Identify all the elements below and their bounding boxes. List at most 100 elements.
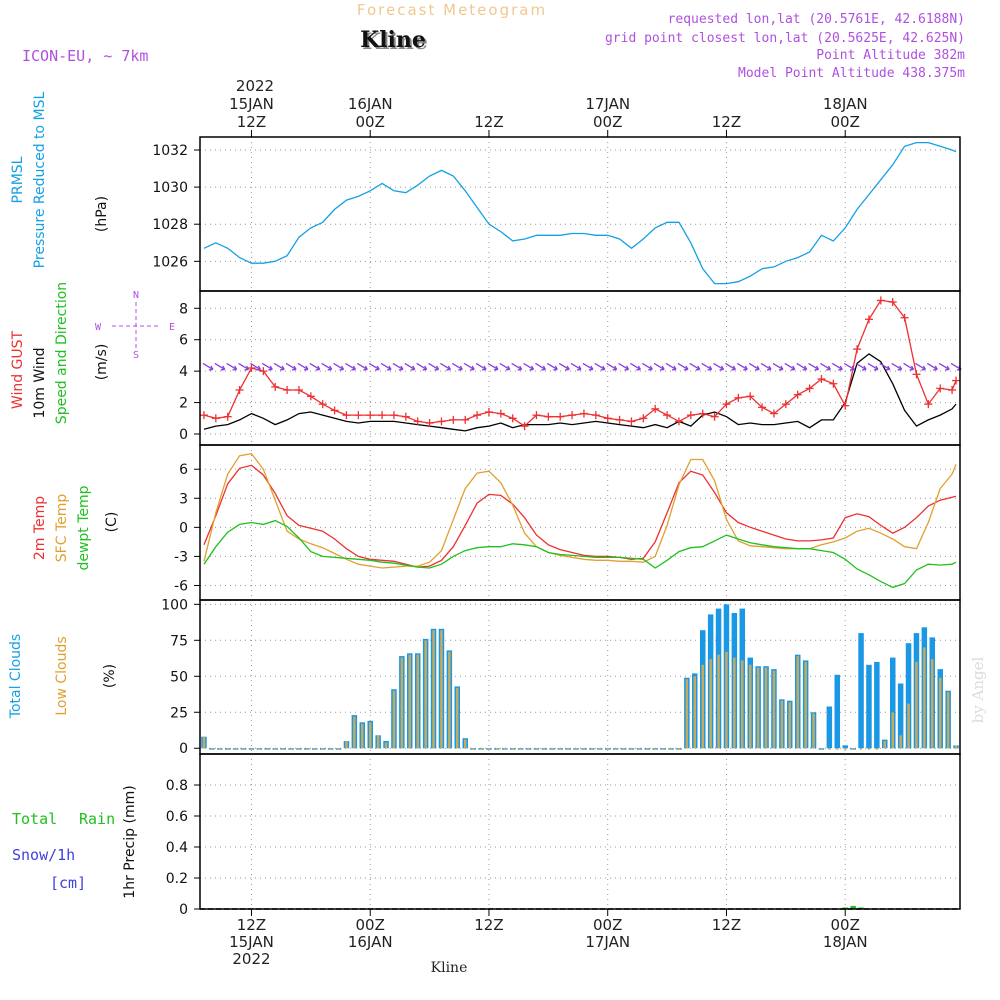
- wind-arrow-head: [447, 365, 451, 370]
- wind-direction-arrow: [903, 362, 915, 371]
- clouds-bar: [210, 748, 214, 750]
- clouds-bar: [693, 676, 696, 749]
- clouds-bar: [337, 748, 340, 750]
- wind-arrow-shaft: [938, 362, 950, 370]
- precip-snow-label: Snow/1h: [12, 846, 75, 864]
- wind-label: Speed and Direction: [54, 282, 70, 424]
- wind-direction-arrow: [499, 362, 511, 371]
- wind-arrow-shaft: [713, 362, 724, 370]
- wind-arrow-head: [388, 365, 392, 370]
- clouds-ytick-label: 100: [161, 597, 188, 613]
- clouds-bar: [946, 692, 950, 749]
- wind-arrow-shaft: [926, 362, 938, 370]
- wind-direction-arrow: [653, 362, 665, 371]
- clouds-bar: [875, 748, 879, 750]
- wind-arrow-shaft: [725, 362, 736, 370]
- wind-arrow-head: [376, 365, 380, 370]
- bottom-tick-label: 00Z: [593, 916, 622, 934]
- wind-arrow-head: [530, 365, 535, 370]
- wind-arrow-head: [910, 365, 915, 370]
- wind-arrow-shaft: [261, 362, 273, 370]
- clouds-bar: [487, 748, 491, 750]
- clouds-bar: [559, 748, 562, 750]
- location-title-main: Kline: [360, 27, 426, 53]
- wind-direction-arrow: [713, 362, 725, 371]
- bottom-tick-label: 12Z: [474, 916, 503, 934]
- clouds-bar: [844, 748, 847, 750]
- wind-arrow-head: [281, 365, 285, 370]
- clouds-bar: [471, 748, 475, 750]
- grid-point: grid point closest lon,lat (20.5625E, 42…: [605, 31, 965, 46]
- clouds-bar: [851, 748, 855, 750]
- clouds-bar: [440, 630, 443, 749]
- panels-group: 1026 1028 1030 1032 PRMSL Pressure Reduced to…: [8, 91, 962, 918]
- clouds-bar: [218, 748, 221, 750]
- wind-arrow-head: [946, 365, 950, 370]
- pressure-unit: (hPa): [94, 196, 110, 232]
- temperature-ytick-label: -3: [174, 549, 188, 565]
- clouds-bar: [527, 748, 530, 750]
- wind-arrow-shaft: [368, 362, 380, 370]
- wind-arrow-head: [614, 365, 618, 370]
- wind-direction-arrow: [428, 362, 440, 371]
- wind-arrow-head: [602, 365, 606, 370]
- clouds-unit: (%): [102, 664, 118, 688]
- wind-arrow-shaft: [570, 362, 582, 370]
- bottom-tick-label: 00Z: [356, 916, 385, 934]
- clouds-bar: [551, 748, 554, 750]
- clouds-bar: [701, 664, 704, 749]
- wind-arrow-head: [424, 365, 428, 370]
- clouds-bar: [574, 748, 578, 750]
- wind-arrow-head: [317, 365, 321, 370]
- clouds-bar: [622, 748, 625, 750]
- clouds-bar: [923, 647, 926, 749]
- clouds-bar: [867, 748, 871, 750]
- wind-arrow-shaft: [451, 362, 463, 370]
- wind-arrow-head: [234, 365, 238, 370]
- pressure-label: PRMSL: [10, 156, 26, 203]
- clouds-bar: [931, 659, 934, 749]
- clouds-bar: [281, 748, 285, 750]
- wind-arrow-head: [554, 365, 558, 370]
- wind-direction-arrow: [546, 362, 558, 371]
- clouds-bar: [384, 742, 388, 749]
- clouds-bar: [503, 748, 506, 750]
- temperature-line-2m-temp: [203, 464, 957, 568]
- pressure-frame: [199, 136, 961, 292]
- wind-arrow-shaft: [606, 362, 618, 370]
- wind-arrow-shaft: [285, 362, 297, 370]
- wind-direction-arrow: [416, 362, 428, 371]
- wind-direction-arrow: [641, 362, 653, 371]
- watermark: by Angel: [969, 656, 987, 723]
- wind-arrow-head: [804, 365, 808, 370]
- clouds-bar: [826, 706, 833, 749]
- precip-ytick-label: 0: [179, 902, 188, 918]
- wind-direction-arrow: [368, 362, 380, 371]
- wind-arrow-shaft: [404, 362, 416, 370]
- clouds-bar: [266, 748, 269, 750]
- clouds-bar: [226, 748, 229, 750]
- clouds-bar: [915, 661, 918, 749]
- wind-arrow-shaft: [784, 362, 796, 370]
- wind-arrow-shaft: [677, 362, 689, 370]
- clouds-bar: [242, 748, 245, 750]
- clouds-ytick-label: 50: [170, 669, 188, 685]
- temperature-line-sfc-temp: [203, 452, 957, 569]
- clouds-bar: [638, 748, 641, 750]
- wind-arrow-shaft: [546, 362, 558, 370]
- wind-arrow-head: [210, 365, 214, 370]
- bottom-tick-label: 18JAN: [823, 933, 868, 951]
- wind-direction-arrow: [582, 362, 594, 371]
- precip-rain-label: Rain: [79, 810, 115, 828]
- wind-direction-arrow: [226, 362, 238, 371]
- clouds-bar: [289, 748, 293, 750]
- compass-east: E: [169, 322, 175, 333]
- wind-arrow-head: [542, 365, 546, 370]
- clouds-bar: [416, 654, 419, 749]
- wind-direction-arrow: [392, 362, 404, 371]
- wind-arrow-shaft: [487, 362, 499, 370]
- clouds-bar: [495, 748, 499, 750]
- wind-arrow-head: [922, 365, 926, 370]
- wind-arrow-head: [507, 365, 511, 370]
- wind-panel: 0 2 4 6 8 Wind GUST 10m Wind Speed and Directio…: [10, 282, 962, 446]
